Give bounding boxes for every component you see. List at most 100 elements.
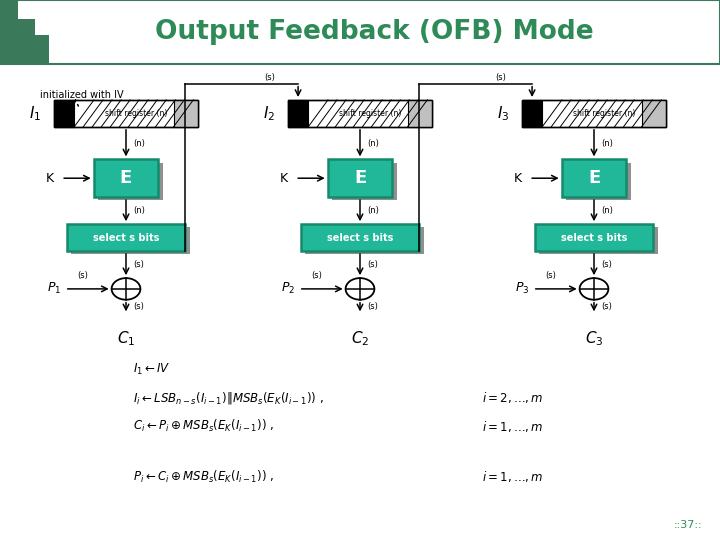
Text: $C_3$: $C_3$ — [585, 329, 603, 348]
Line: 2 pts: 2 pts — [128, 100, 148, 127]
Text: $C_2$: $C_2$ — [351, 329, 369, 348]
Point — [331, 124, 340, 130]
Line: 2 pts: 2 pts — [120, 100, 139, 127]
Text: (s): (s) — [545, 271, 557, 280]
Point — [630, 97, 639, 103]
Point — [585, 97, 593, 103]
Bar — [71, 227, 190, 254]
Bar — [174, 100, 198, 127]
Line: 2 pts: 2 pts — [146, 100, 166, 127]
Bar — [54, 100, 74, 127]
Bar — [408, 100, 432, 127]
Text: Output Feedback (OFB) Mode: Output Feedback (OFB) Mode — [155, 19, 594, 45]
Bar — [94, 159, 158, 197]
Point — [576, 97, 585, 103]
Point — [142, 124, 150, 130]
Point — [162, 97, 171, 103]
Point — [583, 124, 592, 130]
Line: 2 pts: 2 pts — [102, 100, 121, 127]
Text: $P_3$: $P_3$ — [515, 281, 529, 296]
Point — [610, 124, 618, 130]
Point — [153, 97, 161, 103]
Line: 2 pts: 2 pts — [596, 100, 616, 127]
Point — [133, 124, 142, 130]
Point — [547, 124, 556, 130]
Point — [628, 124, 636, 130]
Text: $P_i \leftarrow C_i \oplus MSB_s(E_K(I_{i-1}))\ ,$: $P_i \leftarrow C_i \oplus MSB_s(E_K(I_{… — [133, 469, 274, 485]
Point — [340, 124, 348, 130]
Point — [378, 97, 387, 103]
Text: (n): (n) — [601, 206, 613, 215]
Bar — [642, 100, 666, 127]
Point — [657, 97, 665, 103]
Point — [97, 124, 106, 130]
Text: ::37::: ::37:: — [673, 520, 702, 530]
Line: 2 pts: 2 pts — [308, 100, 328, 127]
Point — [171, 97, 179, 103]
Bar — [562, 159, 626, 197]
Point — [423, 97, 432, 103]
Text: $I_2$: $I_2$ — [263, 104, 275, 123]
Point — [313, 124, 322, 130]
Line: 2 pts: 2 pts — [372, 100, 391, 127]
Point — [619, 124, 628, 130]
Text: (n): (n) — [601, 139, 613, 147]
Point — [349, 124, 358, 130]
Text: shift register (n): shift register (n) — [339, 109, 401, 118]
Line: 2 pts: 2 pts — [110, 100, 130, 127]
Line: 2 pts: 2 pts — [92, 100, 112, 127]
Point — [180, 97, 189, 103]
Point — [567, 97, 575, 103]
Text: (s): (s) — [133, 260, 145, 269]
Text: (s): (s) — [367, 260, 379, 269]
Bar — [66, 224, 186, 251]
Text: K: K — [46, 172, 54, 185]
Point — [612, 97, 621, 103]
Point — [621, 97, 629, 103]
Line: 2 pts: 2 pts — [138, 100, 157, 127]
Point — [387, 97, 395, 103]
Text: select s bits: select s bits — [561, 233, 627, 242]
Point — [126, 97, 135, 103]
Point — [89, 97, 98, 103]
Point — [648, 97, 657, 103]
Line: 2 pts: 2 pts — [542, 100, 562, 127]
Point — [99, 97, 107, 103]
Line: 2 pts: 2 pts — [390, 100, 409, 127]
Line: 2 pts: 2 pts — [354, 100, 373, 127]
Point — [124, 124, 132, 130]
Point — [556, 124, 564, 130]
Line: 2 pts: 2 pts — [164, 100, 184, 127]
Line: 2 pts: 2 pts — [642, 100, 661, 127]
Point — [574, 124, 582, 130]
Line: 2 pts: 2 pts — [326, 100, 346, 127]
Line: 2 pts: 2 pts — [344, 100, 364, 127]
Point — [358, 124, 366, 130]
Text: (n): (n) — [367, 139, 379, 147]
Bar — [522, 100, 666, 127]
Point — [376, 124, 384, 130]
Point — [603, 97, 611, 103]
Text: E: E — [354, 169, 366, 187]
Point — [189, 97, 197, 103]
Point — [108, 97, 117, 103]
Text: $C_1$: $C_1$ — [117, 329, 135, 348]
Circle shape — [346, 278, 374, 300]
Point — [414, 97, 423, 103]
Point — [592, 124, 600, 130]
Text: shift register (n): shift register (n) — [573, 109, 635, 118]
Line: 2 pts: 2 pts — [606, 100, 625, 127]
Point — [144, 97, 153, 103]
Bar — [534, 224, 654, 251]
Text: (s): (s) — [133, 302, 145, 312]
Bar — [288, 100, 432, 127]
Point — [322, 124, 330, 130]
Point — [160, 124, 168, 130]
Circle shape — [580, 278, 608, 300]
Point — [369, 97, 377, 103]
Point — [394, 124, 402, 130]
Text: $C_i \leftarrow P_i \oplus MSB_s(E_K(I_{i-1}))\ ,$: $C_i \leftarrow P_i \oplus MSB_s(E_K(I_{… — [133, 418, 274, 434]
Text: (s): (s) — [77, 271, 89, 280]
Text: (n): (n) — [367, 206, 379, 215]
Point — [360, 97, 369, 103]
